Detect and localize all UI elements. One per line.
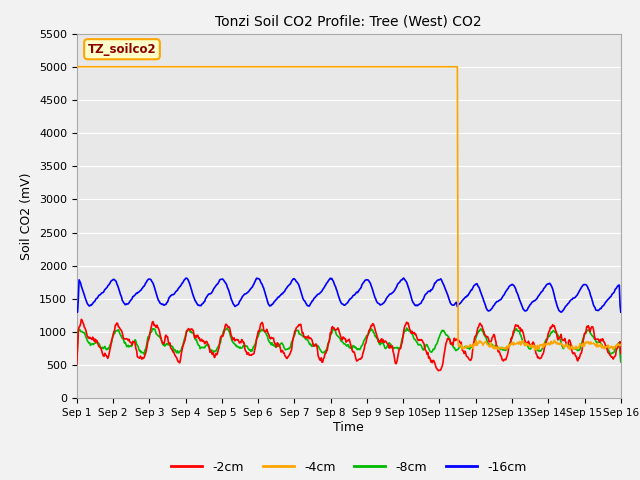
Legend: -2cm, -4cm, -8cm, -16cm: -2cm, -4cm, -8cm, -16cm <box>166 456 531 479</box>
X-axis label: Time: Time <box>333 421 364 434</box>
Text: TZ_soilco2: TZ_soilco2 <box>88 43 156 56</box>
Title: Tonzi Soil CO2 Profile: Tree (West) CO2: Tonzi Soil CO2 Profile: Tree (West) CO2 <box>216 14 482 28</box>
Y-axis label: Soil CO2 (mV): Soil CO2 (mV) <box>20 172 33 260</box>
